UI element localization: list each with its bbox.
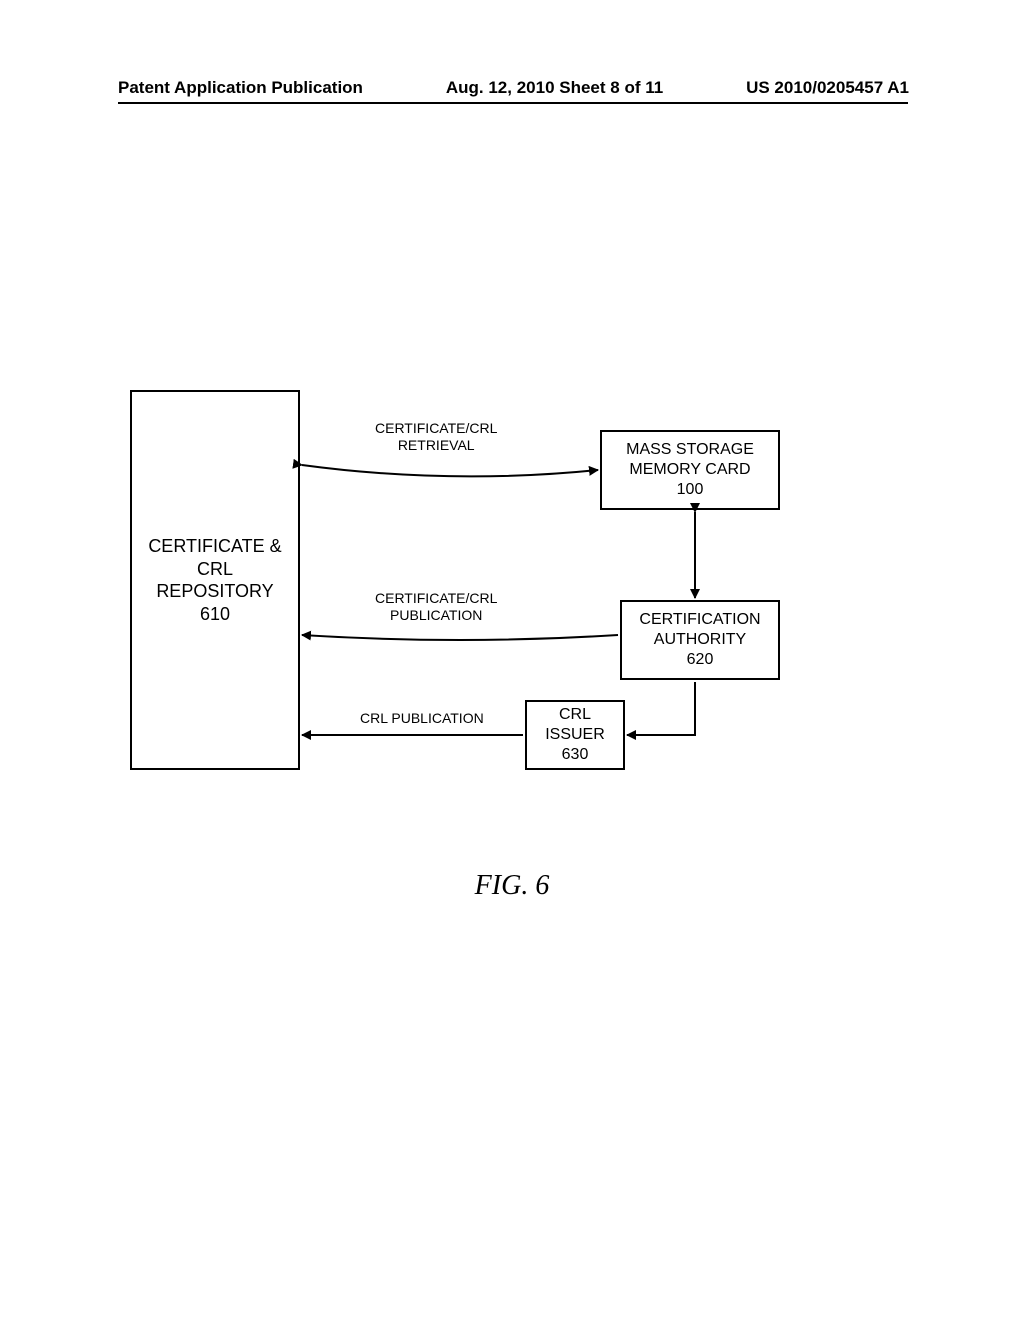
page-header: Patent Application Publication Aug. 12, … <box>118 78 909 98</box>
figure-label: FIG. 6 <box>0 870 1024 902</box>
header-center: Aug. 12, 2010 Sheet 8 of 11 <box>446 78 663 98</box>
header-right: US 2010/0205457 A1 <box>746 78 909 98</box>
diagram-container: CERTIFICATE & CRL REPOSITORY 610 MASS ST… <box>130 390 840 790</box>
connectors-svg <box>130 390 840 790</box>
header-left: Patent Application Publication <box>118 78 363 98</box>
header-rule <box>118 102 908 104</box>
